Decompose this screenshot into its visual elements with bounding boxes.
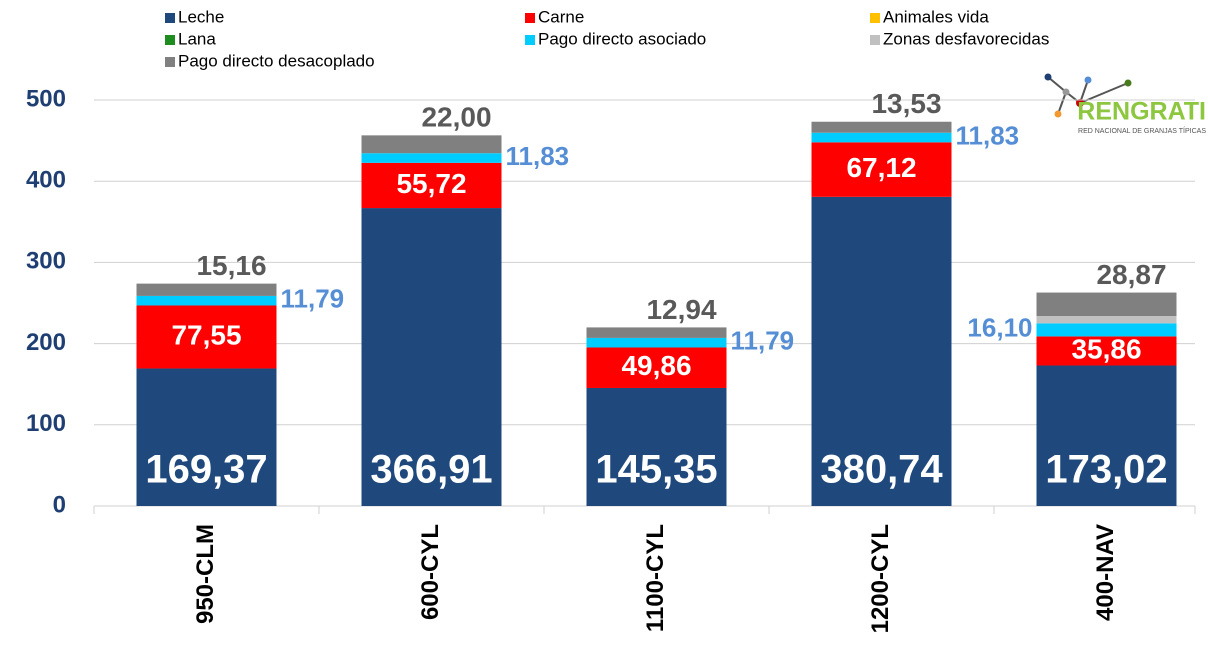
y-tick-label: 300 [26,248,66,275]
bar-segment [586,327,727,338]
legend-swatch [870,13,880,23]
data-label: 169,37 [145,448,267,492]
x-tick-label: 400-NAV [1092,524,1119,621]
bar-segment [811,142,952,197]
legend-swatch [165,35,175,45]
data-label: 49,86 [621,350,691,381]
data-label: 15,16 [196,250,266,281]
legend-label: Lana [178,29,216,48]
y-tick-label: 500 [26,85,66,112]
legend-swatch [525,13,535,23]
bar-segment [361,153,502,163]
bar-segment [361,162,502,209]
logo: RENGRATI RED NACIONAL DE GRANJAS TÍPICAS [1044,73,1206,135]
data-label: 11,83 [956,120,1020,150]
data-label: 55,72 [396,168,466,199]
legend-label: Leche [178,7,224,26]
data-label: 13,53 [871,88,941,119]
legend-label: Pago directo asociado [538,29,706,48]
bar-segment [811,132,952,143]
legend-label: Pago directo desacoplado [178,51,375,70]
bar-segment [1036,292,1177,317]
bar-segment [1036,336,1177,366]
logo-title: RENGRATI [1077,98,1206,126]
legend-swatch [870,35,880,45]
bar-segment [1036,365,1177,506]
bar-segment [136,295,277,306]
legend-swatch [165,13,175,23]
bar-segment [586,387,727,506]
bar-segment [361,135,502,154]
data-label: 16,10 [967,313,1032,343]
y-tick-label: 200 [26,329,66,356]
data-label: 67,12 [846,152,916,183]
data-label: 11,79 [281,284,345,314]
bar-segment [136,368,277,506]
data-label: 28,87 [1096,259,1166,290]
x-tick-label: 1100-CYL [642,524,669,632]
y-tick-label: 400 [26,167,66,194]
bar-segment [1036,323,1177,337]
bar-segment [136,283,277,296]
data-label: 380,74 [820,448,943,492]
bar-segment [586,337,727,348]
data-label: 11,83 [506,141,570,171]
legend-label: Animales vida [883,7,989,26]
x-tick-label: 1200-CYL [867,524,894,633]
x-tick-label: 600-CYL [417,524,444,620]
data-label: 11,79 [731,326,795,356]
legend-label: Carne [538,7,584,26]
data-label: 22,00 [421,102,491,133]
data-label: 35,86 [1071,333,1141,364]
bar-segment [1036,316,1177,324]
legend-swatch [525,35,535,45]
y-tick-label: 100 [26,410,66,437]
bar-segment [811,196,952,507]
bar-segment [811,121,952,133]
logo-subtitle: RED NACIONAL DE GRANJAS TÍPICAS [1078,126,1206,135]
data-label: 77,55 [171,319,241,350]
y-tick-label: 0 [53,491,66,518]
data-label: 12,94 [646,294,716,325]
legend-label: Zonas desfavorecidas [883,29,1049,48]
data-label: 145,35 [595,448,717,492]
x-tick-label: 950-CLM [192,524,219,624]
legend-swatch [165,57,175,67]
bar-segment [361,208,502,506]
bar-segment [586,347,727,388]
data-label: 366,91 [370,448,492,492]
data-label: 173,02 [1045,448,1167,492]
bar-segment [136,305,277,369]
